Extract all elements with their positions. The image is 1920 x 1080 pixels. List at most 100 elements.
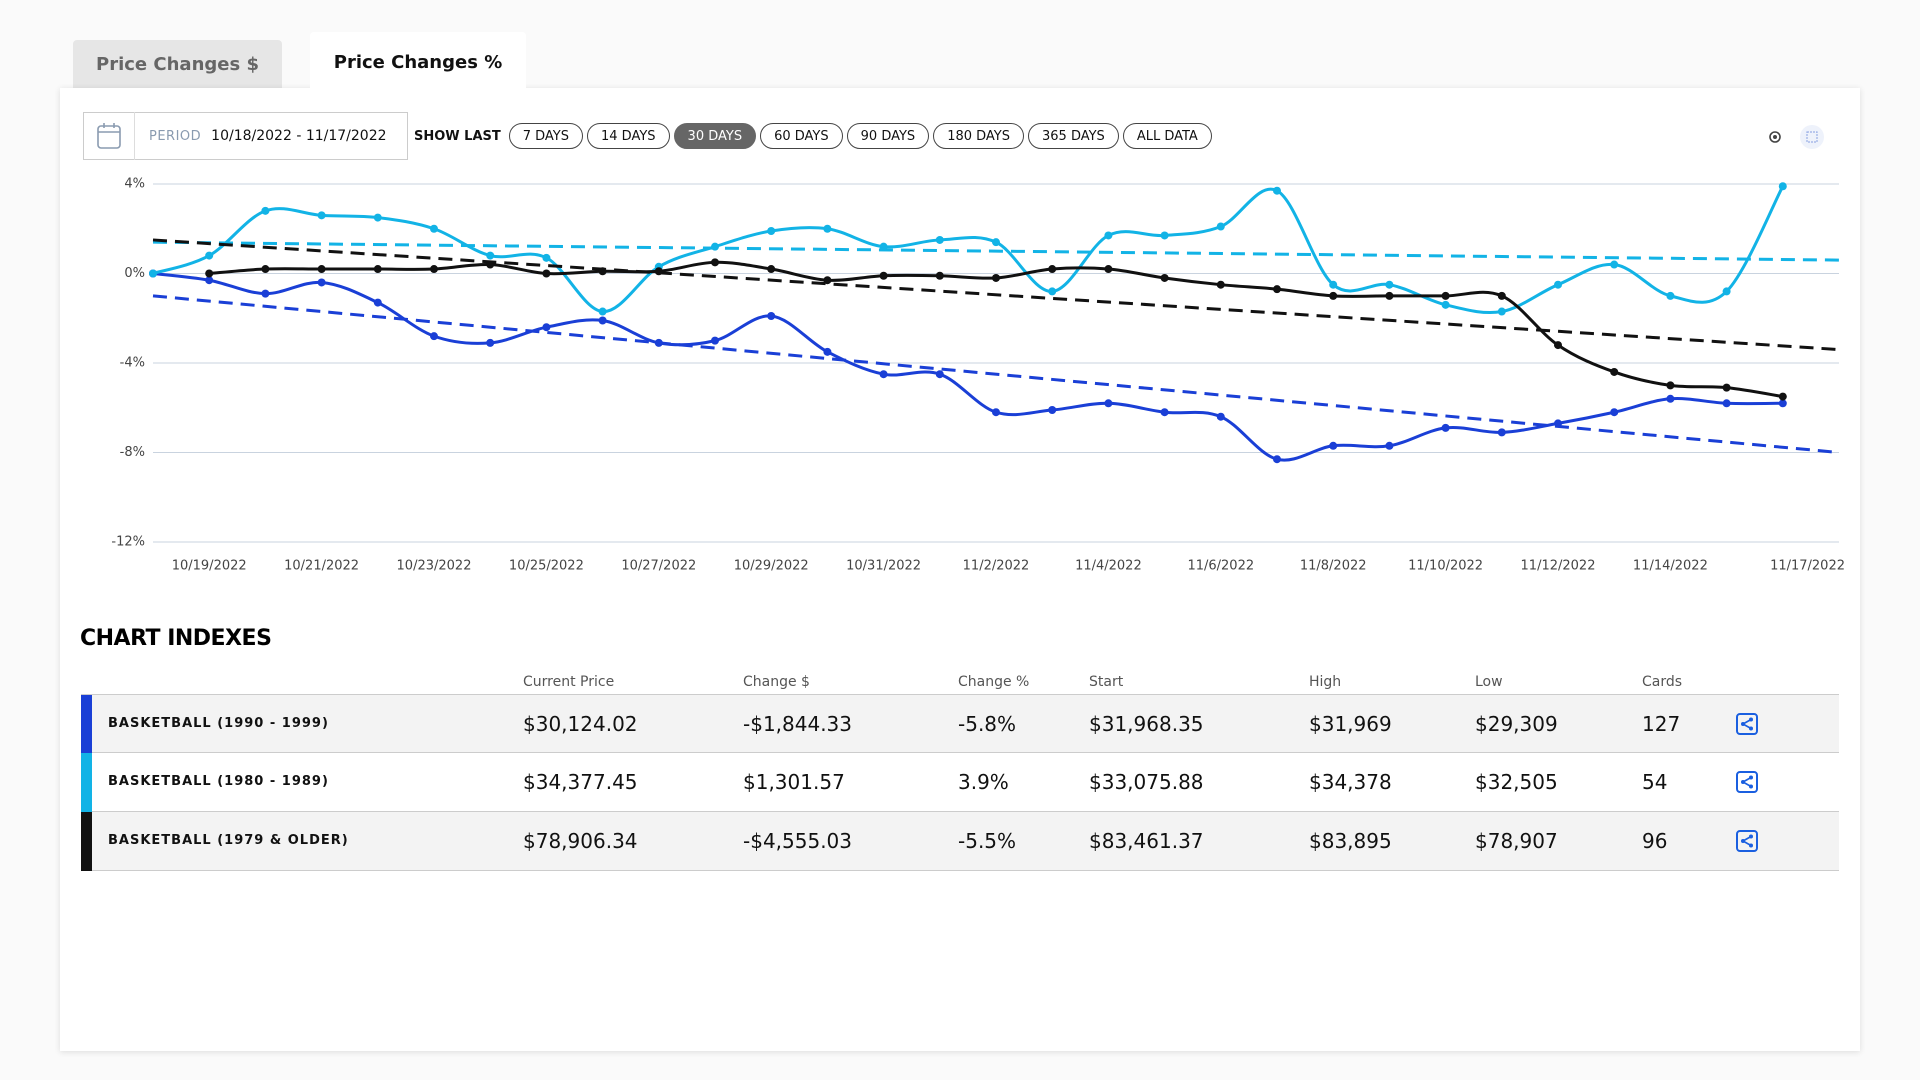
data-point xyxy=(1441,423,1450,432)
data-point xyxy=(879,271,888,280)
data-point xyxy=(486,260,495,269)
data-point xyxy=(1385,291,1394,300)
data-point xyxy=(1778,182,1787,191)
data-point xyxy=(1722,287,1731,296)
data-point xyxy=(1666,291,1675,300)
table-cell: $30,124.02 xyxy=(523,712,638,736)
y-tick-label: -4% xyxy=(120,356,145,371)
data-point xyxy=(1273,455,1281,464)
data-point xyxy=(767,265,776,274)
data-point xyxy=(317,211,326,220)
data-point xyxy=(992,408,1000,417)
table-cell: 127 xyxy=(1642,712,1681,736)
calendar-icon xyxy=(84,112,135,160)
tab[interactable]: Price Changes $ xyxy=(73,40,282,88)
data-point xyxy=(1216,280,1225,289)
data-point xyxy=(1160,273,1169,282)
column-header: Low xyxy=(1475,674,1503,690)
table-row: BASKETBALL (1979 & OLDER) $78,906.34 -$4,5… xyxy=(81,812,1839,871)
row-color xyxy=(81,695,92,754)
x-tick-label: 11/14/2022 xyxy=(1633,559,1708,574)
table-cell: $83,461.37 xyxy=(1089,829,1204,853)
column-header: Cards xyxy=(1642,674,1683,690)
table-cell: -$4,555.03 xyxy=(743,829,853,853)
data-point xyxy=(1104,399,1113,408)
data-point xyxy=(879,242,888,251)
x-tick-label: 10/27/2022 xyxy=(621,559,696,574)
data-point xyxy=(1048,287,1057,296)
settings-icon[interactable] xyxy=(1769,131,1781,143)
share-button[interactable] xyxy=(1736,713,1758,739)
data-point xyxy=(261,289,270,298)
data-point xyxy=(373,213,382,222)
data-point xyxy=(1216,222,1225,231)
column-header: Change % xyxy=(958,674,1030,690)
data-point xyxy=(823,224,832,233)
data-point xyxy=(1160,408,1169,417)
data-point xyxy=(430,224,438,233)
table-row: BASKETBALL (1990 - 1999) $30,124.02 -$1,84… xyxy=(81,694,1839,754)
data-point xyxy=(1497,307,1506,316)
data-point xyxy=(823,347,832,356)
x-tick-label: 10/19/2022 xyxy=(172,559,247,574)
column-header: Change $ xyxy=(743,674,810,690)
table-cell: $1,301.57 xyxy=(743,770,845,794)
table-cell: 54 xyxy=(1642,770,1668,794)
range-button[interactable]: 365 DAYS xyxy=(1028,123,1119,149)
data-point xyxy=(1666,394,1675,403)
data-point xyxy=(261,206,270,215)
range-button[interactable]: 14 DAYS xyxy=(587,123,670,149)
data-point xyxy=(149,269,157,278)
data-point xyxy=(373,265,382,274)
range-button[interactable]: 30 DAYS xyxy=(673,123,757,149)
data-point xyxy=(205,276,214,285)
period-label: PERIOD xyxy=(149,128,202,144)
data-point xyxy=(1104,231,1113,240)
table-cell: $78,906.34 xyxy=(523,829,638,853)
share-button[interactable] xyxy=(1736,830,1758,856)
table-cell: -$1,844.33 xyxy=(743,712,853,736)
data-point xyxy=(935,235,944,244)
x-tick-label: 11/12/2022 xyxy=(1521,559,1596,574)
table-cell: $33,075.88 xyxy=(1089,770,1204,794)
row-name: BASKETBALL (1979 & OLDER) xyxy=(108,833,349,848)
share-button[interactable] xyxy=(1736,771,1758,797)
data-point xyxy=(992,238,1000,247)
trend-line xyxy=(152,240,1840,262)
data-point xyxy=(598,307,607,316)
x-tick-label: 10/23/2022 xyxy=(397,559,472,574)
tab-active[interactable]: Price Changes % xyxy=(310,32,526,92)
row-color xyxy=(81,812,92,871)
data-point xyxy=(654,267,663,276)
period-picker[interactable]: PERIOD 10/18/2022 - 11/17/2022 xyxy=(83,112,408,160)
range-button[interactable]: 60 DAYS xyxy=(760,123,843,149)
range-button[interactable]: ALL DATA xyxy=(1122,123,1212,149)
range-button[interactable]: 90 DAYS xyxy=(846,123,930,149)
data-point xyxy=(711,336,719,345)
data-point xyxy=(1778,399,1787,408)
range-button[interactable]: 7 DAYS xyxy=(508,123,583,149)
data-point xyxy=(373,298,382,307)
period: 10/18/2022 - 11/17/2022 xyxy=(211,128,387,144)
x-tick-label: 10/21/2022 xyxy=(284,559,359,574)
y-tick-label: 0% xyxy=(124,266,145,281)
x-tick-label: 11/17/2022 xyxy=(1770,559,1845,574)
x-tick-label: 10/29/2022 xyxy=(734,559,809,574)
data-point xyxy=(205,251,214,260)
data-point xyxy=(767,312,776,321)
data-point xyxy=(1722,383,1731,392)
row-color xyxy=(81,753,92,812)
data-point xyxy=(711,242,719,251)
data-point xyxy=(1441,300,1450,309)
data-point xyxy=(654,338,663,347)
data-point xyxy=(1273,285,1281,294)
data-point xyxy=(542,253,551,262)
row-name: BASKETBALL (1990 - 1999) xyxy=(108,716,329,731)
range-button[interactable]: 180 DAYS xyxy=(933,123,1024,149)
data-point xyxy=(879,370,888,379)
data-point xyxy=(823,276,832,285)
range-buttons: 7 DAYS 14 DAYS 30 DAYS 60 DAYS 90 DAYS 180 DA… xyxy=(508,123,1216,149)
data-point xyxy=(1048,265,1057,274)
export-icon[interactable] xyxy=(1800,125,1824,149)
